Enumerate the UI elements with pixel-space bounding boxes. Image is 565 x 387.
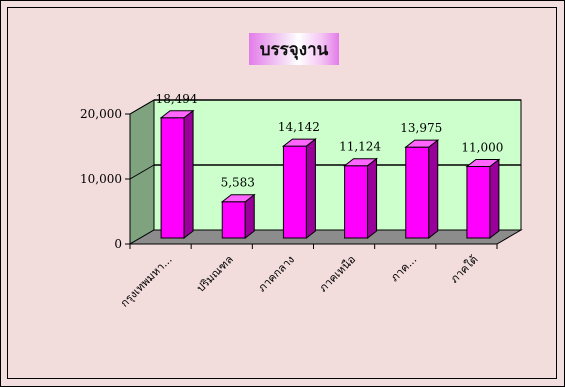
category-label: ภาคกลาง xyxy=(255,253,297,295)
bar xyxy=(405,146,430,239)
category-label: ปริมณฑล xyxy=(194,253,236,295)
bar-top xyxy=(404,139,440,148)
bar xyxy=(282,145,307,239)
bar-top xyxy=(465,159,501,167)
bar xyxy=(160,117,185,239)
y-tick-label: 0 xyxy=(114,237,122,251)
data-label: 5,583 xyxy=(221,176,255,190)
gridline-side xyxy=(129,164,155,180)
gridline-side xyxy=(129,99,155,115)
bar xyxy=(344,165,369,239)
bar-top xyxy=(281,138,317,147)
category-label: ภาคใต้ xyxy=(448,253,481,286)
category-label: ภาคเหนือ xyxy=(317,253,359,295)
category-label: ภาค... xyxy=(388,253,419,284)
bar-side xyxy=(305,138,316,240)
bar xyxy=(466,166,491,239)
data-label: 11,000 xyxy=(461,141,503,155)
bar-top xyxy=(220,194,256,203)
bar-side xyxy=(489,158,500,240)
bar-side xyxy=(183,109,194,240)
y-tick-label: 10,000 xyxy=(80,172,122,186)
bar-top xyxy=(159,110,195,119)
category-label: กรุงเทพมหา... xyxy=(118,253,175,310)
y-tick-label: 20,000 xyxy=(80,107,122,121)
bar-top xyxy=(343,158,379,167)
data-label: 11,124 xyxy=(339,140,381,154)
bar-side xyxy=(367,157,378,240)
data-label: 14,142 xyxy=(278,120,320,134)
data-label: 13,975 xyxy=(400,121,442,135)
data-label: 18,494 xyxy=(156,92,198,106)
chart-title: บรรจุงาน xyxy=(249,33,339,65)
bar xyxy=(221,201,246,239)
bar-side xyxy=(428,139,439,240)
